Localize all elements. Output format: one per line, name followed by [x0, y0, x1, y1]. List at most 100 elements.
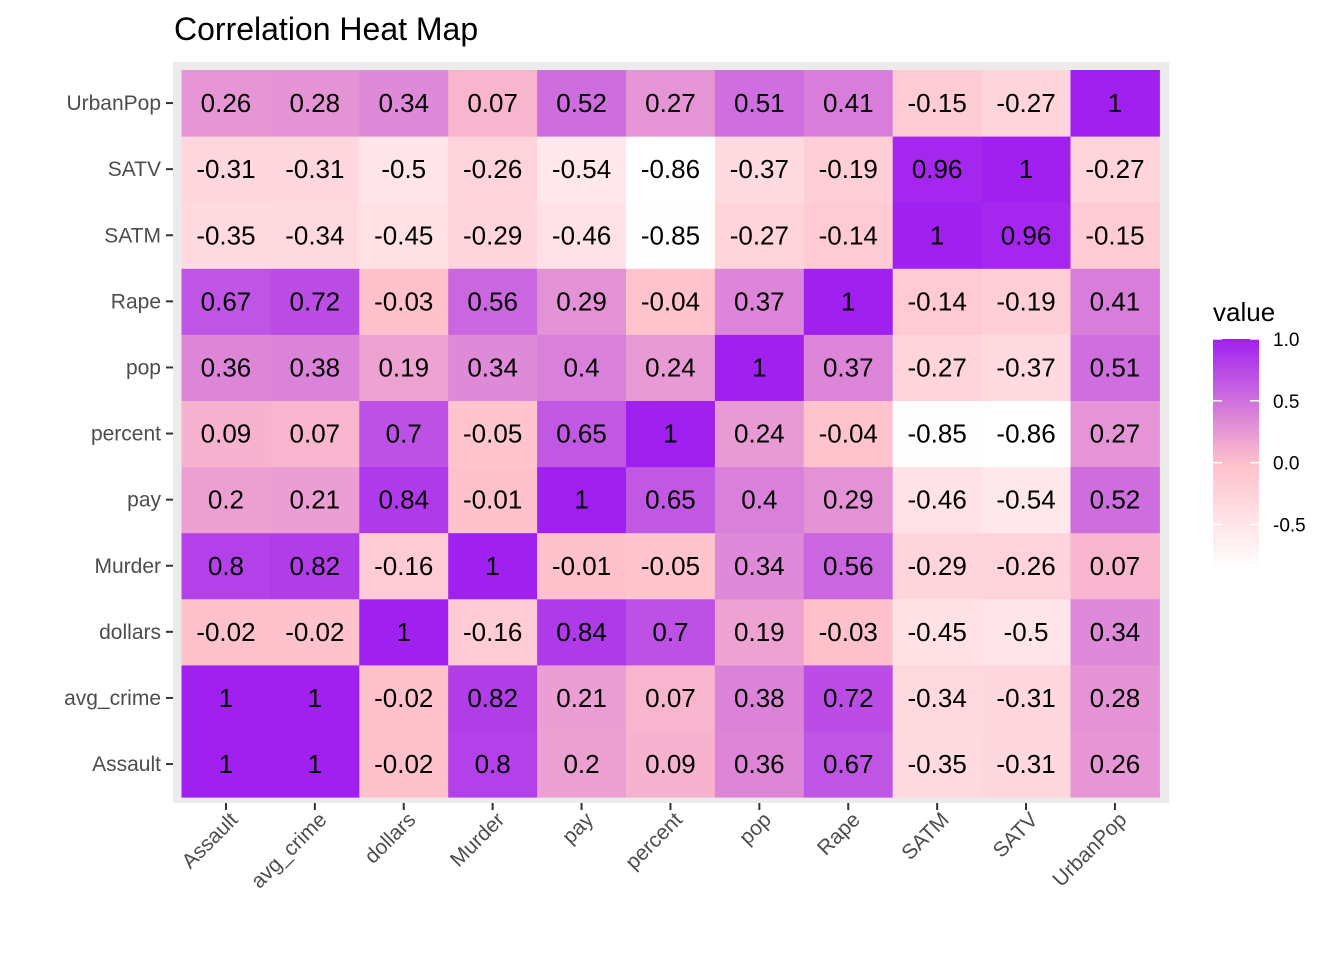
heatmap-cell: [714, 202, 805, 269]
cell-value-label: 0.07: [467, 88, 518, 118]
cell-value-label: 0.34: [467, 352, 518, 382]
cell-value-label: -0.03: [374, 286, 433, 316]
y-tick-label: Rape: [111, 290, 161, 313]
cell-value-label: 0.28: [1090, 683, 1141, 713]
legend-color-bar: [1213, 339, 1259, 569]
cell-value-label: -0.54: [552, 154, 611, 184]
heatmap-cell: [626, 664, 716, 732]
cell-value-label: 0.4: [741, 485, 777, 515]
cell-value-label: -0.34: [285, 220, 344, 250]
chart-title: Correlation Heat Map: [174, 11, 478, 47]
heatmap-cell: [981, 664, 1071, 732]
heatmap-cell: [626, 466, 716, 534]
cell-value-label: -0.01: [552, 551, 611, 581]
cell-value-label: -0.85: [908, 419, 967, 449]
cell-value-label: 0.21: [290, 485, 341, 515]
cell-value-label: -0.02: [196, 617, 255, 647]
cell-value-label: -0.46: [552, 220, 611, 250]
heatmap-cell: [803, 731, 894, 798]
heatmap-cell: [537, 70, 627, 137]
heatmap-cell: [181, 268, 271, 335]
heatmap-cell: [714, 664, 805, 732]
cell-value-label: -0.26: [463, 154, 522, 184]
cell-value-label: 0.29: [556, 286, 607, 316]
heatmap-cell: [359, 400, 449, 468]
cell-value-label: -0.31: [996, 749, 1055, 779]
heatmap-cell: [181, 136, 271, 203]
cell-value-label: -0.02: [285, 617, 344, 647]
cell-value-label: 0.67: [201, 286, 252, 316]
cell-value-label: -0.14: [819, 220, 878, 250]
cell-value-label: 1: [308, 749, 322, 779]
heatmap-cell: [181, 598, 271, 666]
heatmap-cell: [448, 400, 538, 468]
x-tick-label: UrbanPop: [1048, 808, 1131, 891]
heatmap-cell: [448, 268, 538, 335]
heatmap-cell: [626, 70, 716, 137]
heatmap-cell: [537, 268, 627, 335]
cell-value-label: 1: [930, 220, 944, 250]
x-tick-label: Murder: [446, 808, 509, 871]
heatmap-cell: [714, 70, 805, 137]
legend-tick-label: 1.0: [1273, 330, 1299, 351]
cell-value-label: 0.37: [823, 352, 874, 382]
heatmap-cell: [626, 731, 716, 798]
cell-value-label: 0.21: [556, 683, 607, 713]
heatmap-cell: [359, 202, 449, 269]
cell-value-label: 0.56: [467, 286, 518, 316]
heatmap-cell: [714, 136, 805, 203]
heatmap-cell: [981, 268, 1071, 335]
cell-value-label: 0.37: [734, 286, 785, 316]
heatmap-cell: [981, 202, 1071, 269]
cell-value-label: 0.28: [290, 88, 341, 118]
heatmap-cell: [537, 136, 627, 203]
cell-value-label: -0.05: [463, 419, 522, 449]
cell-value-label: -0.19: [996, 286, 1055, 316]
y-tick-label: UrbanPop: [66, 92, 161, 115]
x-tick-label: pop: [735, 808, 776, 849]
heatmap-cell: [537, 664, 627, 732]
x-tick-label: pay: [558, 808, 599, 849]
heatmap-cell: [359, 334, 449, 401]
cell-value-label: 1: [752, 352, 766, 382]
heatmap-cell: [359, 664, 449, 732]
heatmap-cell: [359, 136, 449, 203]
heatmap-cell: [803, 70, 894, 137]
cell-value-label: 0.41: [823, 88, 874, 118]
heatmap-cell: [359, 532, 449, 600]
heatmap-cell: [892, 532, 983, 600]
heatmap-cell: [981, 731, 1071, 798]
cell-value-label: 0.07: [1090, 551, 1141, 581]
cell-value-label: 0.52: [556, 88, 607, 118]
cell-value-label: -0.05: [641, 551, 700, 581]
heatmap-cell: [448, 731, 538, 798]
cell-value-label: -0.37: [996, 352, 1055, 382]
heatmap-cell: [892, 400, 983, 468]
y-tick-label: pay: [127, 489, 161, 512]
heatmap-cell: [537, 598, 627, 666]
heatmap-cell: [181, 731, 271, 798]
heatmap-cell: [181, 466, 271, 534]
x-tick-label: avg_crime: [247, 808, 332, 893]
heatmap-cell: [270, 731, 360, 798]
y-tick-label: SATM: [104, 224, 161, 247]
heatmap-cell: [1070, 731, 1160, 798]
heatmap-cell: [1070, 532, 1160, 600]
cell-value-label: -0.27: [1085, 154, 1144, 184]
cell-value-label: -0.31: [996, 683, 1055, 713]
heatmap-cell: [714, 598, 805, 666]
cell-value-label: 0.27: [645, 88, 696, 118]
heatmap-cell: [1070, 268, 1160, 335]
heatmap-cell: [181, 70, 271, 137]
cell-value-label: 0.7: [652, 617, 688, 647]
heatmap-cell: [626, 532, 716, 600]
y-tick-label: Murder: [94, 555, 161, 578]
cell-value-label: 0.19: [734, 617, 785, 647]
cell-value-label: 0.51: [1090, 352, 1141, 382]
cell-value-label: -0.27: [730, 220, 789, 250]
cell-value-label: 0.82: [467, 683, 518, 713]
cell-value-label: -0.02: [374, 749, 433, 779]
cell-value-label: 0.36: [201, 352, 252, 382]
heatmap-cell: [803, 400, 894, 468]
